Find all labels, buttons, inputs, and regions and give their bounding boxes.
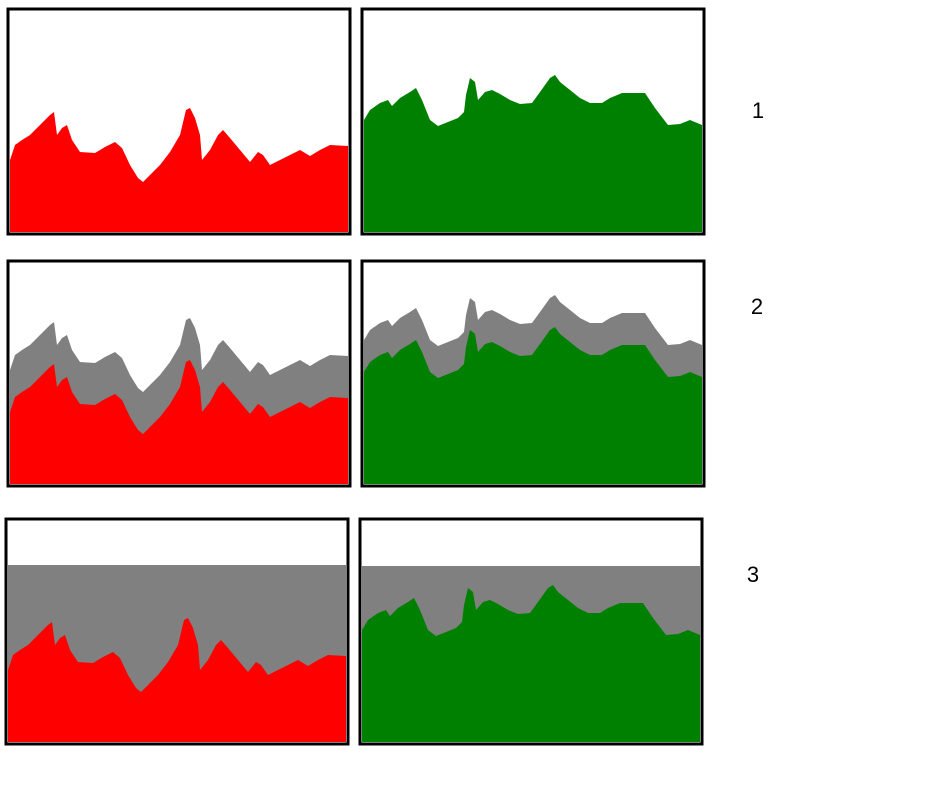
panel-frame bbox=[6, 7, 352, 236]
panel-frame bbox=[6, 259, 352, 488]
row-3: 3 bbox=[4, 517, 759, 746]
panel-frame bbox=[358, 517, 704, 746]
green-area bbox=[364, 75, 702, 232]
row-label: 1 bbox=[752, 98, 764, 123]
panel-frame bbox=[4, 517, 350, 746]
row-label: 2 bbox=[751, 294, 763, 319]
row-label: 3 bbox=[747, 562, 759, 587]
red-area bbox=[10, 108, 348, 232]
panel-frame bbox=[360, 259, 706, 488]
panel-frame bbox=[360, 7, 706, 236]
row-1: 1 bbox=[6, 7, 764, 236]
row-2: 2 bbox=[6, 259, 763, 488]
